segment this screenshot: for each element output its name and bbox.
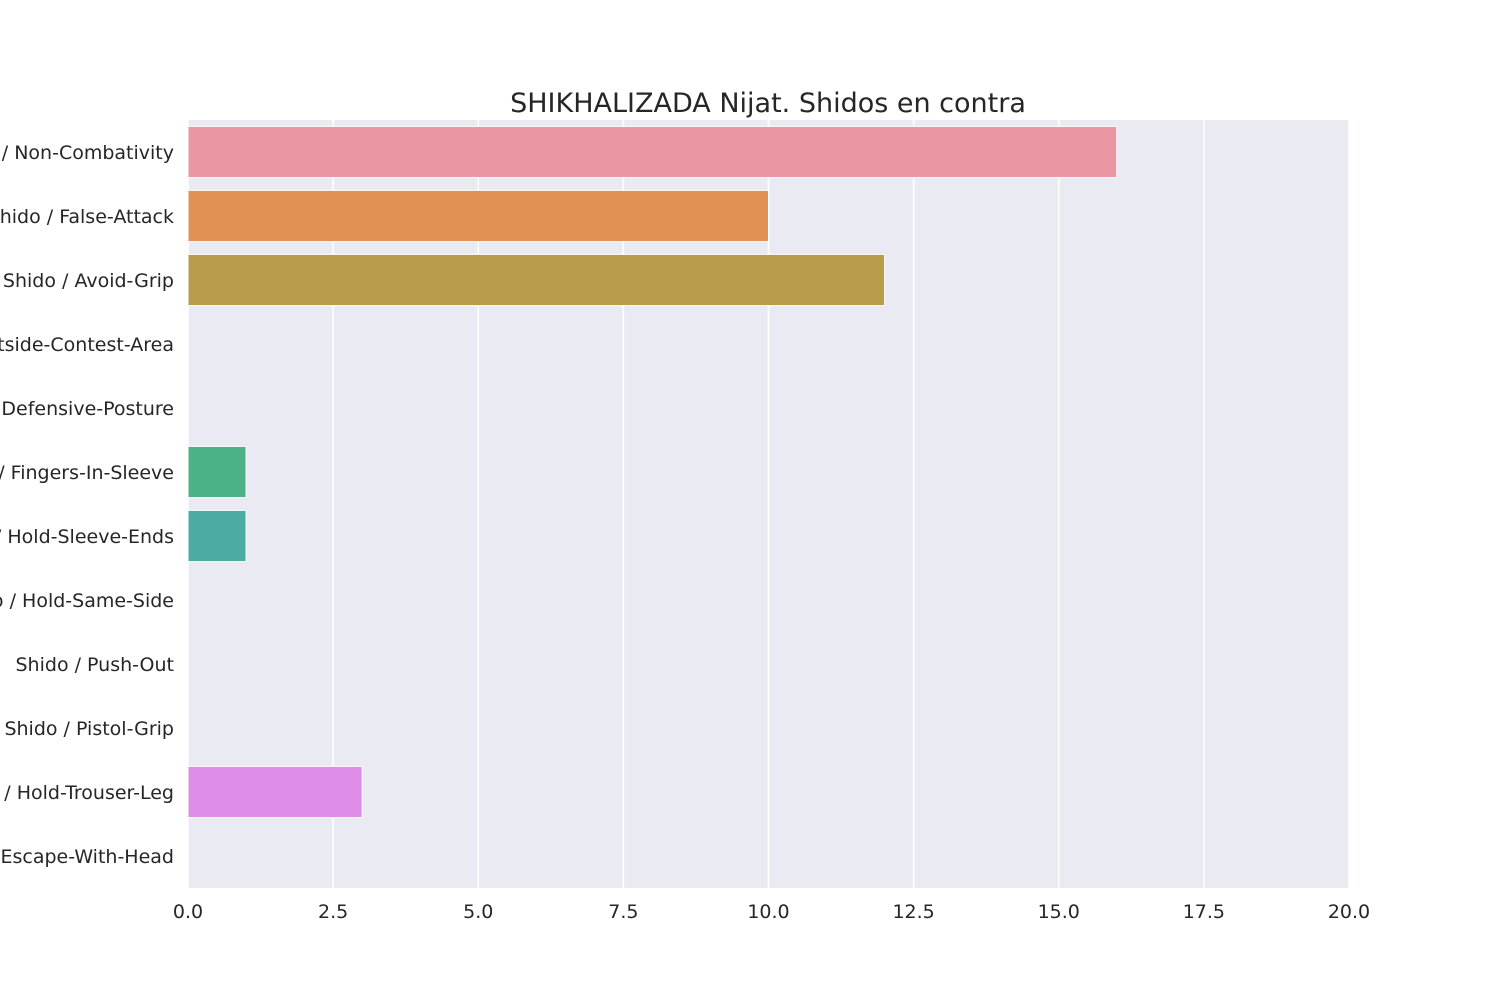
y-tick-label: Shido / Pistol-Grip (4, 718, 174, 740)
x-tick-label: 15.0 (1038, 901, 1080, 923)
y-tick-label: Shido / Hold-Sleeve-Ends (0, 526, 174, 548)
y-tick-label: Shido / Avoid-Grip (3, 270, 174, 292)
bar (187, 189, 769, 243)
x-tick-label: 10.0 (747, 901, 789, 923)
chart-title: SHIKHALIZADA Nijat. Shidos en contra (510, 88, 1026, 119)
y-tick-labels: Shido / Non-Combativity Shido / False-Att… (0, 142, 174, 868)
x-tick-labels: 0.0 2.5 5.0 7.5 10.0 12.5 15.0 17.5 20.0 (173, 901, 1370, 923)
x-tick-label: 12.5 (892, 901, 934, 923)
bar (187, 253, 886, 307)
x-tick-label: 17.5 (1183, 901, 1225, 923)
y-tick-label: Shido / Hold-Same-Side (0, 590, 174, 612)
y-tick-label: Shido / Escape-With-Head (0, 846, 174, 868)
y-tick-label: Shido / Non-Combativity (0, 142, 174, 164)
x-tick-label: 20.0 (1328, 901, 1370, 923)
y-tick-label: Shido / Defensive-Posture (0, 398, 174, 420)
x-tick-label: 5.0 (463, 901, 493, 923)
bars (187, 125, 1118, 819)
y-tick-label: Shido / Fingers-In-Sleeve (0, 462, 174, 484)
x-tick-label: 2.5 (318, 901, 348, 923)
y-tick-label: Shido / Hold-Trouser-Leg (0, 782, 174, 804)
y-tick-label: Shido / Outside-Contest-Area (0, 334, 174, 356)
y-tick-label: Shido / False-Attack (0, 206, 174, 228)
bar (187, 445, 247, 499)
y-tick-label: Shido / Push-Out (16, 654, 175, 676)
bar (187, 509, 247, 563)
bar (187, 765, 363, 819)
grid-lines (187, 120, 1350, 888)
x-tick-label: 7.5 (608, 901, 638, 923)
x-tick-label: 0.0 (173, 901, 203, 923)
bar (187, 125, 1118, 179)
